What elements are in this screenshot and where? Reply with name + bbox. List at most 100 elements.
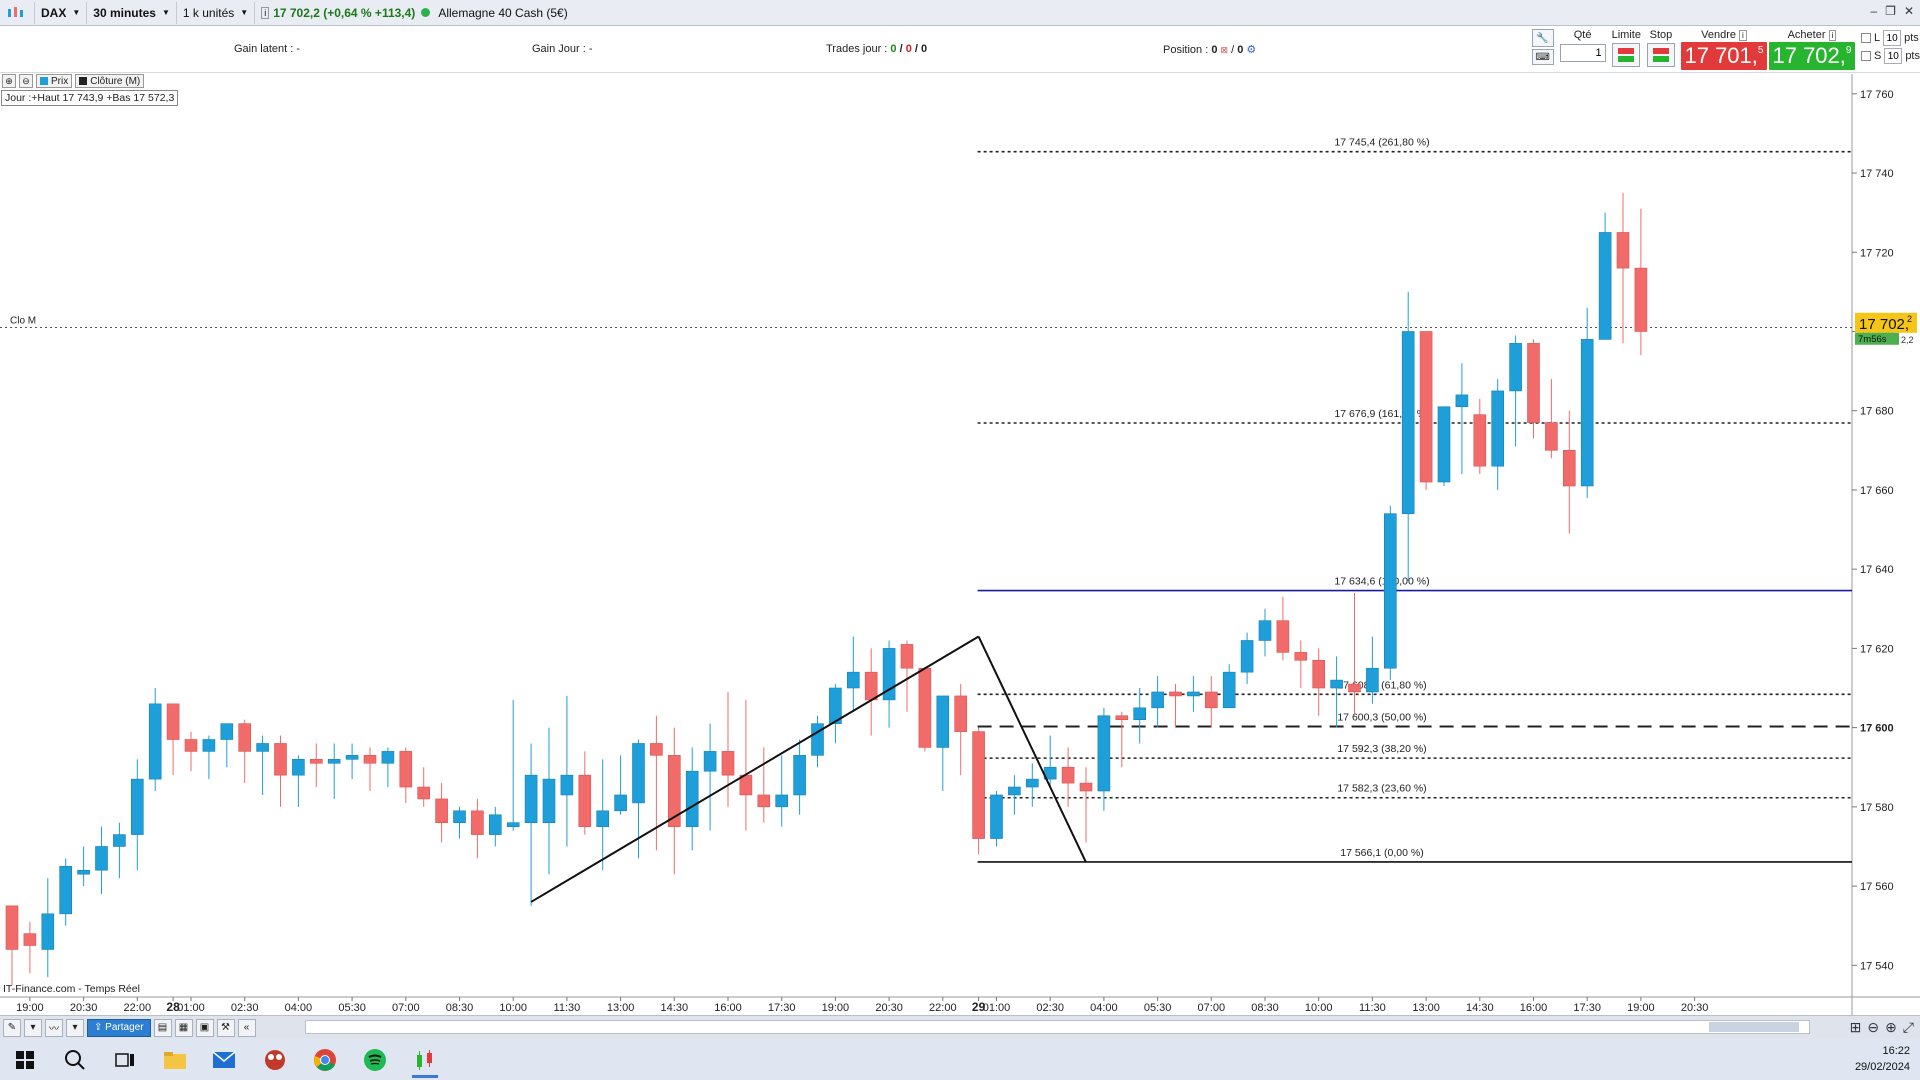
zoom-fit-icon[interactable]: ⊞ [1849, 1019, 1862, 1035]
chart-type-button[interactable] [0, 1, 35, 24]
settings-icon[interactable]: ⚙ [1246, 44, 1257, 56]
timer-tag-text: 7m56s [1858, 334, 1887, 345]
candle-body [1240, 640, 1254, 673]
units-label: 1 k unités [182, 5, 235, 20]
clock-time: 16:22 [1882, 1045, 1910, 1057]
candle-body [1169, 691, 1182, 697]
stop-order-button[interactable] [1646, 43, 1675, 67]
cloture-toggle[interactable]: Clôture (M) [75, 74, 145, 88]
game-icon[interactable] [250, 1039, 300, 1080]
keyboard-icon[interactable]: ⌨ [1531, 49, 1554, 65]
x-tick-label: 20:30 [1681, 1002, 1709, 1014]
collapse-icon[interactable]: ⊖ [19, 74, 33, 88]
zoom-out-icon[interactable]: ⊖ [1867, 1019, 1880, 1035]
trading-app-icon[interactable] [400, 1039, 450, 1080]
timeframe-select[interactable]: 30 minutes ▼ [87, 1, 177, 24]
share-button[interactable]: ⇪ Partager [87, 1018, 151, 1037]
stop-column: Stop [1646, 27, 1675, 67]
candle-body [184, 739, 198, 752]
fib-level-label: 17 566,1 (0,00 %) [1340, 847, 1423, 859]
chevron-down-icon[interactable]: ▾ [24, 1018, 42, 1037]
chrome-icon[interactable] [300, 1039, 350, 1080]
draw-tool-icon[interactable]: ✎ [3, 1018, 21, 1037]
scroll-thumb[interactable] [1709, 1022, 1799, 1032]
x-tick-label: 13:00 [607, 1002, 635, 1014]
prix-toggle[interactable]: Prix [36, 74, 73, 88]
x-tick-label: 08:30 [446, 1002, 474, 1014]
gain-latent: Gain latent : - [234, 43, 301, 55]
candle-body [5, 905, 19, 950]
x-tick-label: 02:30 [1036, 1002, 1064, 1014]
candle-body [1133, 707, 1146, 721]
y-tick-label: 17 580 [1860, 802, 1894, 814]
search-icon[interactable] [50, 1039, 100, 1080]
candle-body [775, 794, 789, 808]
x-tick-label: 05:30 [338, 1002, 366, 1014]
candle-body [864, 671, 878, 701]
qty-label: Qté [1573, 29, 1592, 41]
tools-icon[interactable]: ⚒ [216, 1018, 235, 1037]
current-price-tag: 17 702,2 7m56s 2,2 [1855, 312, 1917, 345]
limit-checkbox[interactable] [1860, 33, 1871, 43]
calc-icon[interactable]: ▦ [174, 1018, 193, 1037]
chevron-down-icon[interactable]: ▾ [66, 1018, 84, 1037]
wrench-icon[interactable]: 🔧 [1531, 29, 1554, 47]
limit-label: Limite [1611, 29, 1641, 41]
info-icon[interactable]: i [261, 6, 270, 19]
candle-body [918, 667, 932, 748]
candle-body [1598, 232, 1612, 340]
sell-label: Vendre i [1701, 29, 1747, 41]
restore-icon[interactable]: ❐ [1885, 4, 1896, 18]
candle-body [59, 865, 73, 915]
candle-body [1473, 414, 1487, 467]
windows-start-icon[interactable] [0, 1039, 50, 1080]
candle-body [1366, 667, 1379, 693]
units-select[interactable]: 1 k unités ▼ [177, 1, 256, 24]
chevron-down-icon: ▼ [72, 8, 81, 17]
chart-area[interactable]: 17 540 17 560 17 580 17 600 17 620 17 640 17 6… [0, 74, 1920, 1015]
instrument-select[interactable]: DAX ▼ [35, 1, 88, 24]
task-view-icon[interactable] [100, 1039, 150, 1080]
candle-body [936, 695, 950, 748]
sell-button[interactable]: 17 701, 5 [1680, 42, 1767, 70]
x-tick-label: 17:30 [1573, 1002, 1601, 1014]
candles-icon [8, 6, 23, 17]
spotify-icon[interactable] [350, 1039, 400, 1080]
minimize-icon[interactable]: – [1870, 4, 1878, 18]
top-toolbar: DAX ▼ 30 minutes ▼ 1 k unités ▼ i 17 702,2 … [0, 0, 1920, 26]
double-left-icon[interactable]: « [237, 1018, 256, 1037]
close-icon[interactable]: ✕ [1903, 4, 1914, 18]
candlestick-chart[interactable]: 17 540 17 560 17 580 17 600 17 620 17 640 17 6… [0, 74, 1920, 1015]
limit-order-button[interactable] [1612, 43, 1641, 67]
candle-body [471, 810, 484, 835]
x-tick-label: 19:00 [822, 1002, 850, 1014]
candle-body [1527, 343, 1540, 423]
expand-chart-icon[interactable]: ⤢ [1902, 1019, 1914, 1035]
candle-body [256, 743, 269, 752]
chart-tools: ⊕ ⊖ Prix Clôture (M) [2, 74, 145, 88]
candle-body [381, 751, 395, 764]
chat-icon[interactable]: ▤ [153, 1018, 172, 1037]
trades-jour: Trades jour : 0 / 0 / 0 [826, 43, 928, 55]
stop-checkbox[interactable] [1860, 51, 1871, 61]
y-tick-label: 17 600 [1860, 723, 1894, 735]
candle-body [238, 723, 251, 752]
qty-input[interactable] [1559, 44, 1606, 62]
candle-body [829, 687, 842, 724]
buy-button[interactable]: 17 702, 9 [1768, 42, 1855, 70]
limit-points-input[interactable] [1883, 30, 1902, 46]
candle-body [1294, 652, 1308, 661]
candle-body [309, 759, 323, 764]
horizontal-scrollbar[interactable] [305, 1020, 1810, 1034]
stop-points-input[interactable] [1884, 48, 1903, 64]
indicator-icon[interactable]: 〰 [45, 1018, 63, 1037]
file-explorer-icon[interactable] [150, 1039, 200, 1080]
candle-body [1348, 683, 1361, 693]
mail-icon[interactable] [200, 1039, 250, 1080]
price-tag-box [1855, 312, 1917, 333]
layout-icon[interactable]: ▣ [195, 1018, 214, 1037]
candle-body [703, 751, 717, 772]
zoom-in-icon[interactable]: ⊕ [1885, 1019, 1897, 1035]
expand-icon[interactable]: ⊕ [2, 74, 16, 88]
y-tick-label: 17 640 [1860, 564, 1894, 576]
